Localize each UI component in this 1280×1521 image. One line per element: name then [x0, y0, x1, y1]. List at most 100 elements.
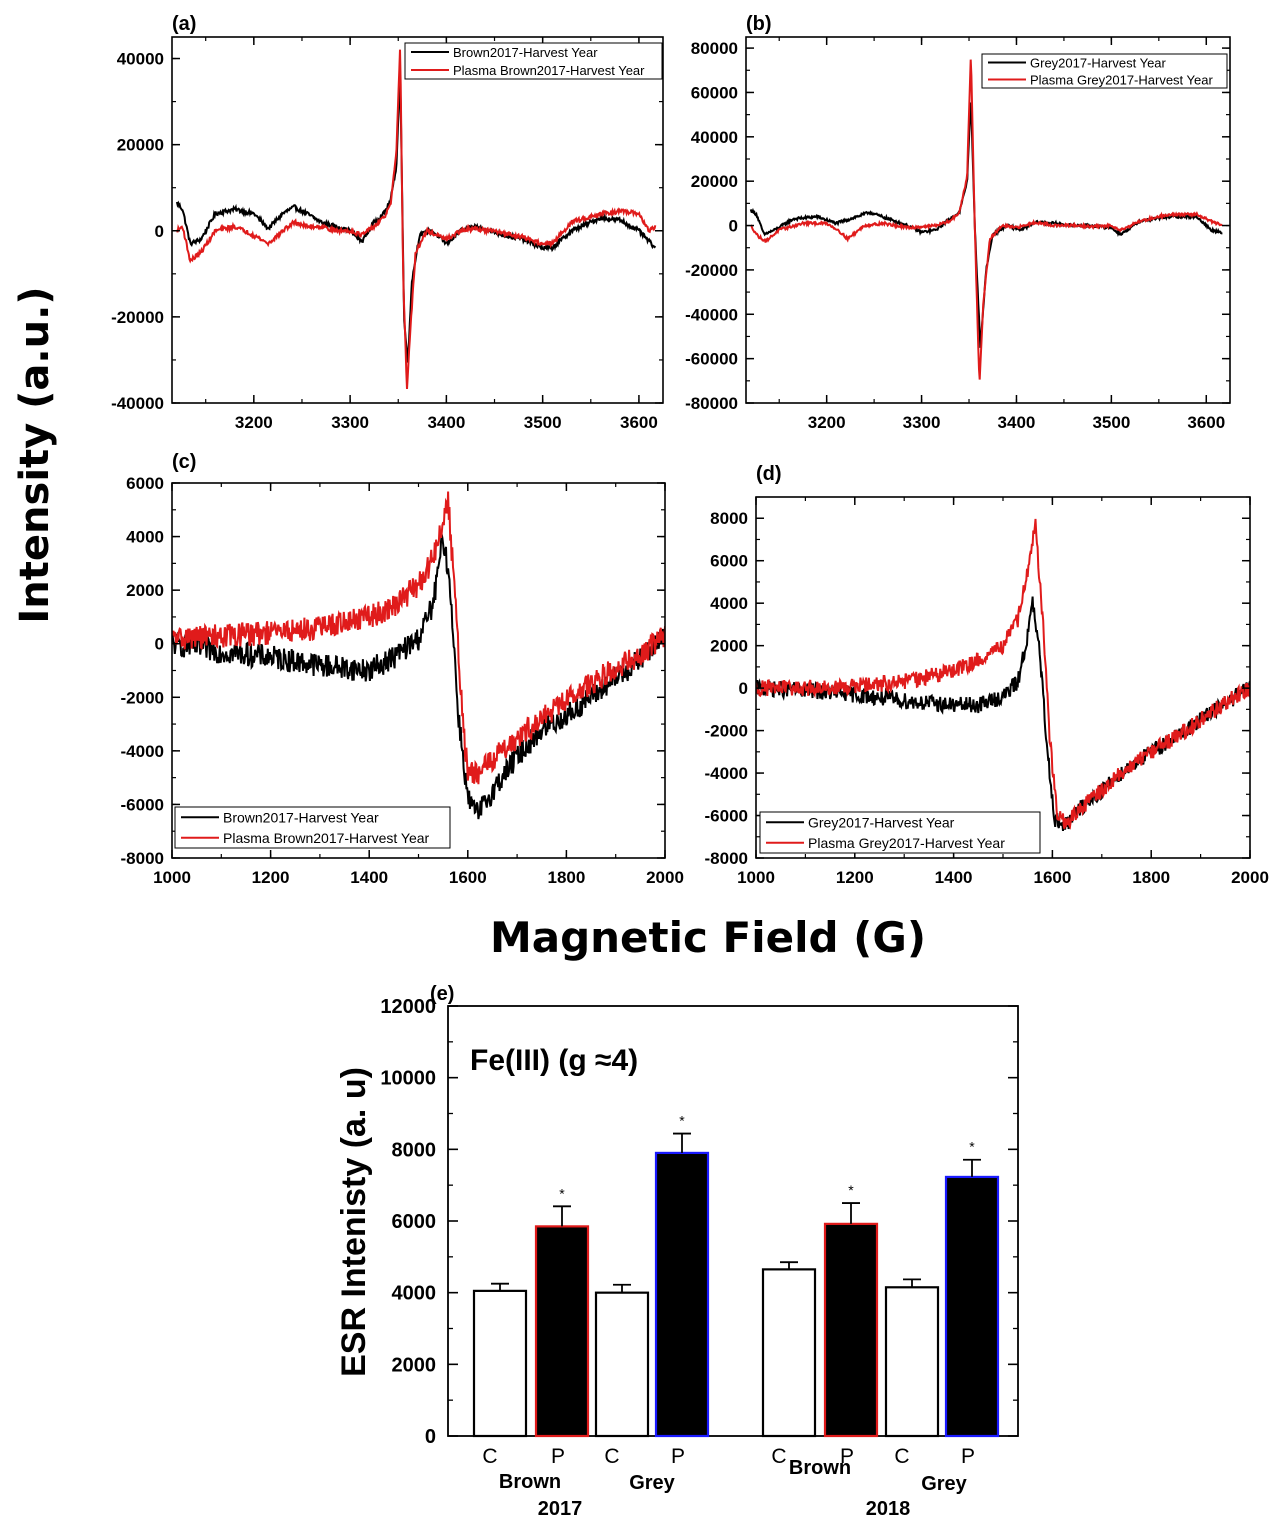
significance-mark: * [559, 1185, 565, 1201]
bar [944, 1175, 1000, 1438]
y-tick-label: 20000 [691, 172, 738, 191]
y-axis-label: ESR Intenisty (a. u) [335, 1067, 373, 1377]
panel-a: (a) 3200 3300 3400 3500 3600 -40000 -20000 0 2000… [111, 13, 664, 432]
category-label: C [771, 1445, 786, 1468]
y-tick-label: 2000 [126, 581, 164, 600]
category-label: P [961, 1445, 975, 1468]
y-tick-label: 4000 [392, 1283, 437, 1305]
bar [823, 1222, 879, 1438]
y-tick-label: -40000 [685, 305, 738, 324]
group-label: Brown [789, 1457, 851, 1479]
x-tick-label: 1000 [153, 868, 191, 887]
figure-y-label: Intensity (a.u.) [12, 286, 58, 623]
category-label: P [840, 1445, 854, 1468]
y-tick-label: 40000 [117, 50, 164, 69]
y-tick-label: -60000 [685, 350, 738, 369]
y-tick-label: -6000 [121, 795, 164, 814]
y-tick-label: 12000 [380, 996, 436, 1018]
significance-mark: * [848, 1182, 854, 1198]
panel-label: (d) [756, 463, 782, 485]
panel-d: (d) 1000 1200 1400 1600 1800 2000 -8000 -6000 -40… [705, 463, 1269, 887]
y-tick-label: -80000 [685, 394, 738, 413]
y-tick-label: -8000 [121, 849, 164, 868]
plot-frame [171, 36, 664, 404]
bar [761, 1268, 817, 1438]
x-tick-label: 1400 [935, 868, 973, 887]
panel-label: (c) [172, 451, 196, 473]
y-tick-label: -2000 [121, 688, 164, 707]
y-tick-label: 0 [739, 679, 748, 698]
y-tick-label: 6000 [392, 1211, 437, 1233]
year-label: 2017 [538, 1498, 583, 1520]
x-tick-label: 1800 [1132, 868, 1170, 887]
y-tick-label: 0 [729, 217, 738, 236]
group-label: Brown [499, 1471, 561, 1493]
legend-label: Plasma Brown2017-Harvest Year [223, 830, 430, 846]
bar [884, 1286, 940, 1438]
significance-mark: * [969, 1139, 975, 1155]
y-tick-label: -40000 [111, 394, 164, 413]
x-tick-label: 1200 [252, 868, 290, 887]
category-label: C [482, 1445, 497, 1468]
x-tick-label: 1000 [737, 868, 775, 887]
y-tick-label: 0 [425, 1426, 436, 1448]
legend-label: Grey2017-Harvest Year [1030, 56, 1167, 71]
year-label: 2018 [866, 1498, 911, 1520]
legend-label: Plasma Grey2017-Harvest Year [808, 835, 1005, 851]
legend-label: Brown2017-Harvest Year [453, 45, 598, 60]
bar [534, 1225, 590, 1438]
panel-label: (e) [430, 983, 454, 1005]
legend-label: Grey2017-Harvest Year [808, 814, 955, 830]
y-tick-label: 20000 [117, 136, 164, 155]
y-tick-label: 10000 [380, 1068, 436, 1090]
x-tick-label: 2000 [1231, 868, 1269, 887]
y-tick-label: 8000 [710, 509, 748, 528]
y-tick-label: 6000 [710, 552, 748, 571]
panel-b: (b) 3200 3300 3400 3500 3600 -80000 -60000 -4000… [685, 13, 1231, 432]
group-label: Grey [921, 1473, 967, 1495]
x-tick-label: 3200 [808, 413, 846, 432]
series-line [175, 49, 657, 389]
series-line [756, 518, 1250, 830]
x-tick-label: 1800 [547, 868, 585, 887]
x-tick-label: 1400 [350, 868, 388, 887]
legend-label: Brown2017-Harvest Year [223, 809, 379, 825]
category-label: C [604, 1445, 619, 1468]
y-tick-label: 40000 [691, 128, 738, 147]
y-tick-label: 4000 [710, 594, 748, 613]
legend: Brown2017-Harvest Year Plasma Brown2017-H… [174, 806, 451, 849]
panel-c: (c) 1000 1200 1400 1600 1800 2000 -8000 -6000 -40… [121, 451, 684, 887]
series-line [172, 534, 665, 820]
y-tick-label: -6000 [705, 807, 748, 826]
x-tick-label: 3400 [998, 413, 1036, 432]
y-tick-label: 4000 [126, 528, 164, 547]
y-tick-label: 0 [155, 635, 164, 654]
legend: Grey2017-Harvest Year Plasma Grey2017-Har… [981, 53, 1228, 89]
plot-frame [171, 482, 666, 859]
series-line [749, 102, 1223, 348]
panel-label: (a) [172, 13, 196, 35]
y-tick-label: -20000 [685, 261, 738, 280]
y-tick-label: 8000 [392, 1139, 437, 1161]
category-label: C [894, 1445, 909, 1468]
legend: Brown2017-Harvest Year Plasma Brown2017-H… [404, 42, 663, 80]
plot-frame [745, 36, 1231, 404]
legend: Grey2017-Harvest Year Plasma Grey2017-Har… [759, 811, 1041, 854]
y-tick-label: 6000 [126, 474, 164, 493]
legend-label: Plasma Grey2017-Harvest Year [1030, 73, 1213, 88]
legend-box [759, 811, 1041, 854]
x-tick-label: 1200 [836, 868, 874, 887]
x-tick-label: 3200 [235, 413, 273, 432]
bar [472, 1289, 528, 1438]
y-tick-label: -4000 [705, 764, 748, 783]
x-tick-label: 3600 [1187, 413, 1225, 432]
series-line [172, 491, 665, 785]
legend-box [981, 53, 1228, 89]
y-tick-label: 60000 [691, 83, 738, 102]
x-tick-label: 3400 [427, 413, 465, 432]
y-tick-label: -4000 [121, 742, 164, 761]
y-tick-label: -2000 [705, 722, 748, 741]
y-tick-label: -20000 [111, 308, 164, 327]
panel-e: (e) Fe(III) (g ≈4) ESR Intenisty (a. u) 0 20… [335, 983, 1019, 1520]
